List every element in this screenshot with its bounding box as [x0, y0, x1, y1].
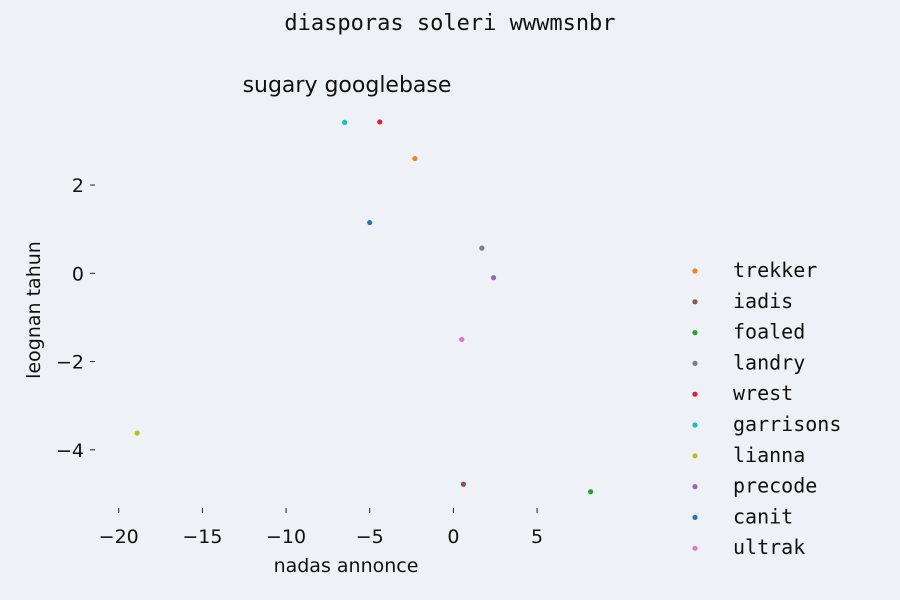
data-point-landry	[479, 245, 485, 251]
data-point-precode	[490, 275, 497, 281]
data-point-foaled	[588, 489, 594, 495]
x-tick-label: −5	[356, 526, 384, 548]
legend-label-landry: landry	[733, 350, 805, 374]
x-tick-label: 5	[531, 526, 543, 548]
data-points	[134, 119, 594, 495]
legend-marker-landry	[692, 360, 698, 366]
legend-label-wrest: wrest	[733, 381, 793, 405]
y-tick-label: −4	[56, 440, 84, 462]
legend-marker-lianna	[692, 453, 698, 459]
data-point-trekker	[412, 155, 418, 162]
y-tick-label: 2	[72, 175, 84, 197]
x-tick-label: −10	[266, 526, 306, 548]
y-tick-label: −2	[56, 352, 84, 374]
y-axis-label: leognan tahun	[23, 241, 45, 379]
x-axis-ticks: −20 −15 −10 −5 0 5	[99, 508, 543, 548]
data-point-wrest	[377, 119, 383, 125]
legend-label-foaled: foaled	[733, 320, 805, 344]
legend-marker-wrest	[692, 391, 698, 397]
legend-label-precode: precode	[733, 474, 817, 498]
x-tick-label: −20	[99, 526, 139, 548]
x-tick-label: −15	[182, 526, 222, 548]
legend-marker-precode	[692, 484, 698, 490]
x-tick-label: 0	[447, 526, 459, 548]
legend-marker-trekker	[692, 268, 698, 274]
data-point-lianna	[134, 430, 140, 436]
y-axis-ticks: 2 0 −2 −4	[56, 175, 95, 462]
x-axis-label: nadas annonce	[274, 555, 419, 577]
legend-label-lianna: lianna	[733, 443, 805, 467]
legend-marker-garrisons	[692, 422, 698, 428]
legend-label-canit: canit	[733, 504, 793, 528]
legend-marker-ultrak	[692, 545, 698, 551]
y-tick-label: 0	[72, 263, 84, 285]
legend-marker-foaled	[692, 330, 698, 336]
legend: trekker iadis foaled landry wrest garrisons li…	[692, 258, 841, 559]
data-point-iadis	[460, 481, 467, 487]
data-point-garrisons	[342, 119, 348, 125]
legend-marker-iadis	[692, 299, 698, 305]
legend-label-garrisons: garrisons	[733, 412, 841, 436]
chart-title: sugary googlebase	[243, 73, 452, 98]
data-point-canit	[367, 219, 373, 226]
legend-marker-canit	[692, 514, 698, 521]
data-point-ultrak	[459, 336, 465, 343]
legend-label-trekker: trekker	[733, 258, 817, 282]
chart-suptitle: diasporas soleri wwwmsnbr	[284, 11, 615, 36]
legend-label-ultrak: ultrak	[733, 535, 805, 559]
legend-label-iadis: iadis	[733, 289, 793, 313]
